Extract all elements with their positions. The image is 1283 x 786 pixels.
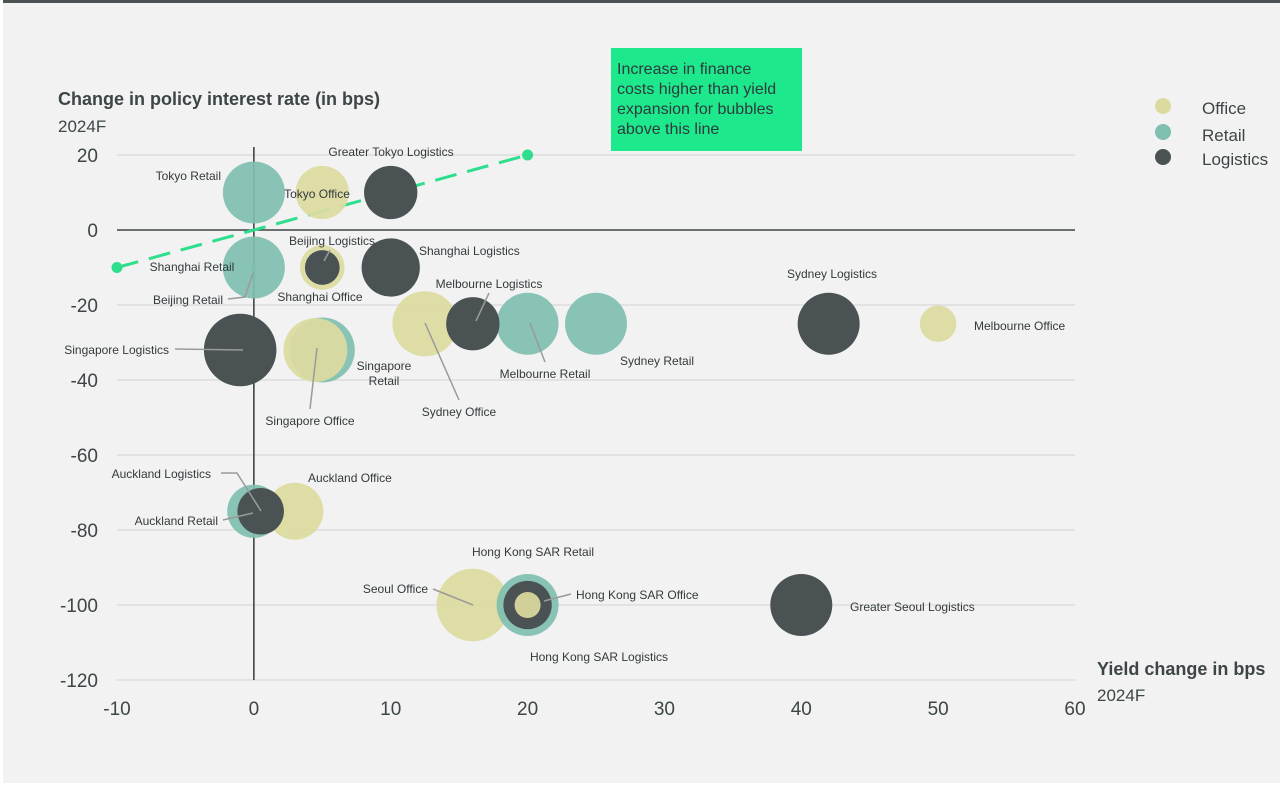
leader-singapore-office <box>309 347 318 410</box>
bubble-label-beijing-retail: Beijing Retail <box>153 293 223 307</box>
y-tick-label: 20 <box>77 146 98 167</box>
bubble-tokyo-retail <box>222 161 285 224</box>
leader-auckland-retail <box>222 512 254 521</box>
x-tick-label: 40 <box>791 699 812 720</box>
bubble-label-hong-kong-sar-retail: Hong Kong SAR Retail <box>472 545 594 559</box>
bubble-label-singapore-retail-line2: Retail <box>369 374 400 388</box>
bubble-label-greater-tokyo-logistics: Greater Tokyo Logistics <box>328 145 453 159</box>
bubble-auckland-office <box>266 482 324 540</box>
callout-box: Increase in finance costs higher than yi… <box>611 48 802 151</box>
chart-frame: 20 0 -20 -40 -60 -80 -100 -120 -10 0 10 20 30 40 50 60 … <box>3 0 1280 783</box>
bubble-melbourne-retail <box>496 292 559 355</box>
bubble-chart: 200-20-40-60-80-100-120-10 0 10 20 30 40 50 60 … <box>58 48 1268 720</box>
x-axis-subtitle: 2024F <box>1097 686 1145 705</box>
bubble-label-auckland-logistics: Auckland Logistics <box>112 467 211 481</box>
bubble-label-auckland-office: Auckland Office <box>308 471 392 485</box>
x-tick-label: -10 <box>103 699 130 720</box>
y-tick-label: -80 <box>71 521 98 542</box>
leader-melbourne-logistics <box>475 292 490 322</box>
leader-sydney-office <box>424 322 460 401</box>
bubble-label-shanghai-logistics: Shanghai Logistics <box>419 244 520 258</box>
x-tick-label: 10 <box>380 699 401 720</box>
leader-melbourne-retail <box>529 322 546 363</box>
legend-swatch-office <box>1155 98 1171 114</box>
bubble-hong-kong-sar-office <box>514 591 541 619</box>
bubble-label-singapore-office: Singapore Office <box>265 414 354 428</box>
y-tick-label: -40 <box>71 371 98 392</box>
bubble-label-melbourne-retail: Melbourne Retail <box>500 367 591 381</box>
x-tick-label: 0 <box>249 699 260 720</box>
y-axis-title: Change in policy interest rate (in bps) <box>58 89 380 109</box>
bubble-labels: Tokyo Retail Tokyo Office Greater Tokyo Lo… <box>64 145 1065 664</box>
x-axis-title: Yield change in bps <box>1097 659 1265 679</box>
leader-beijing-retail <box>227 272 254 300</box>
bubble-sydney-retail <box>565 292 627 355</box>
y-tick-label: -60 <box>71 446 98 467</box>
bubble-beijing-retail <box>250 264 257 271</box>
bubble-label-melbourne-logistics: Melbourne Logistics <box>436 277 543 291</box>
axes: 200-20-40-60-80-100-120-10 0 10 20 30 40 50 60 <box>60 146 1086 720</box>
callout-line-4: above this line <box>617 121 719 138</box>
x-tick-label: 20 <box>517 699 538 720</box>
bubble-greater-seoul-logistics <box>770 574 833 636</box>
x-tick-label: 50 <box>928 699 949 720</box>
y-axis-subtitle: 2024F <box>58 117 106 136</box>
leader-auckland-logistics <box>221 472 262 512</box>
legend-swatch-logistics <box>1155 149 1171 165</box>
legend-label-office: Office <box>1202 99 1246 118</box>
bubble-label-hong-kong-sar-logistics: Hong Kong SAR Logistics <box>530 650 668 664</box>
bubble-label-sydney-logistics: Sydney Logistics <box>787 267 877 281</box>
bubble-label-sydney-office: Sydney Office <box>422 405 497 419</box>
y-tick-label: -20 <box>71 296 98 317</box>
legend-label-retail: Retail <box>1202 126 1245 145</box>
bubble-melbourne-office <box>919 305 957 343</box>
bubble-sydney-logistics <box>797 292 860 355</box>
legend-swatch-retail <box>1155 124 1171 140</box>
bubble-label-seoul-office: Seoul Office <box>363 582 428 596</box>
bubble-label-auckland-retail: Auckland Retail <box>135 514 218 528</box>
leader-seoul-office <box>432 588 474 606</box>
y-tick-label: -100 <box>60 596 98 617</box>
y-tick-label: -120 <box>60 671 98 692</box>
bubble-label-sydney-retail: Sydney Retail <box>620 354 694 368</box>
callout-line-3: expansion for bubbles <box>617 101 774 118</box>
bubble-label-melbourne-office: Melbourne Office <box>974 319 1065 333</box>
bubble-label-greater-seoul-logistics: Greater Seoul Logistics <box>850 600 975 614</box>
bubble-label-shanghai-retail: Shanghai Retail <box>150 260 235 274</box>
x-tick-label: 30 <box>654 699 675 720</box>
callout-line-2: costs higher than yield <box>617 81 776 98</box>
legend-label-logistics: Logistics <box>1202 150 1268 169</box>
leader-beijing-logistics <box>323 249 331 262</box>
y-tick-label: 0 <box>87 221 98 242</box>
bubble-label-shanghai-office: Shanghai Office <box>277 290 362 304</box>
x-tick-label: 60 <box>1064 699 1085 720</box>
bubble-label-singapore-logistics: Singapore Logistics <box>64 343 169 357</box>
legend: Office Retail Logistics <box>1155 98 1268 169</box>
bubble-tokyo-office <box>295 165 349 220</box>
callout-background <box>611 48 802 151</box>
bubble-auckland-logistics <box>237 488 284 535</box>
bubble-label-singapore-retail: Singapore <box>357 359 412 373</box>
bubble-label-beijing-logistics: Beijing Logistics <box>289 234 375 248</box>
leader-hong-kong-sar-office <box>543 593 572 602</box>
bubble-greater-tokyo-logistics <box>364 165 418 220</box>
bubble-label-tokyo-retail: Tokyo Retail <box>156 169 221 183</box>
bubbles <box>203 161 957 642</box>
threshold-start-dot <box>111 262 123 273</box>
bubble-label-tokyo-office: Tokyo Office <box>284 187 350 201</box>
bubble-melbourne-logistics <box>446 297 500 351</box>
leader-singapore-logistics <box>174 348 244 351</box>
callout-line-1: Increase in finance <box>617 61 751 78</box>
bubble-label-hong-kong-sar-office: Hong Kong SAR Office <box>576 588 699 602</box>
bubble-shanghai-logistics <box>361 238 420 297</box>
bubble-beijing-logistics <box>304 250 340 285</box>
threshold-end-dot <box>522 149 534 161</box>
bubble-singapore-office <box>283 318 348 382</box>
label-leaders <box>174 249 572 606</box>
